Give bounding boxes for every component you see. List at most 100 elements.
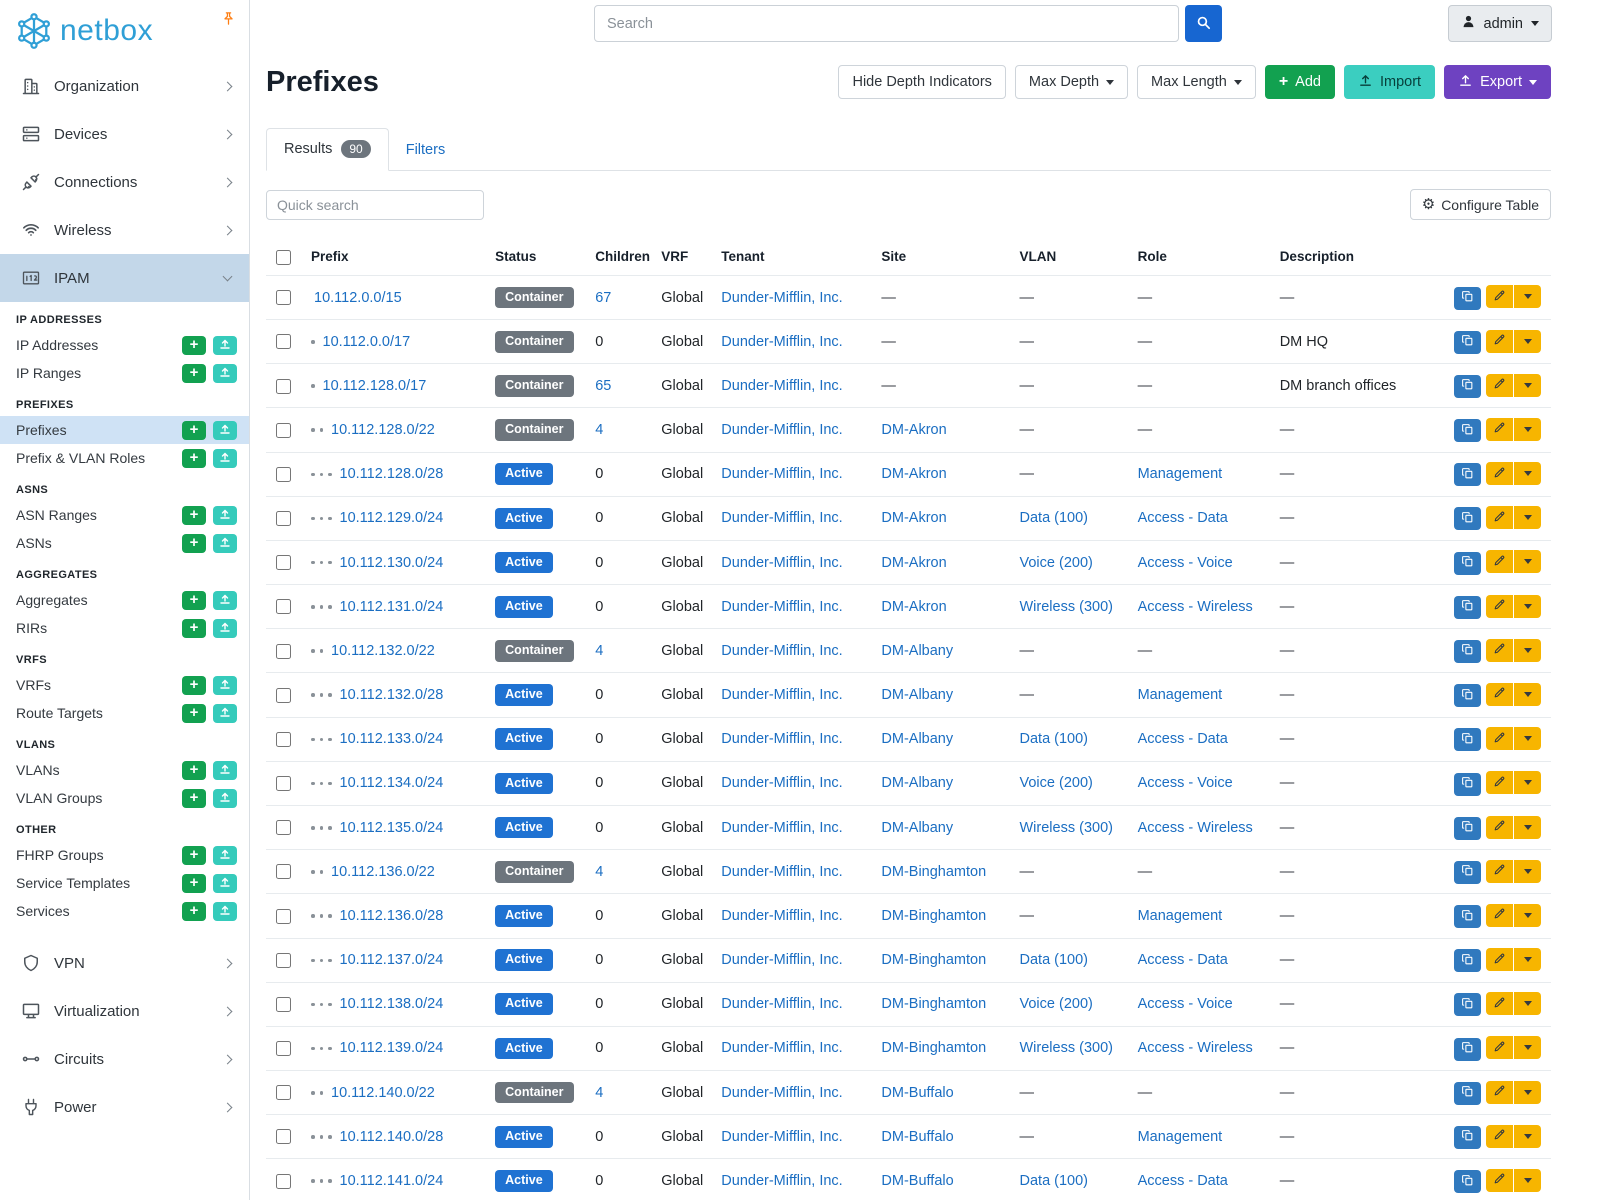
clone-button[interactable] [1454, 905, 1481, 929]
role-link[interactable]: Access - Wireless [1137, 1040, 1253, 1057]
edit-button[interactable] [1486, 462, 1513, 486]
site-link[interactable]: DM-Albany [881, 642, 954, 659]
row-dropdown-button[interactable] [1514, 727, 1541, 751]
quick-add-button[interactable]: + [182, 420, 206, 440]
row-dropdown-button[interactable] [1514, 815, 1541, 839]
row-dropdown-button[interactable] [1514, 771, 1541, 795]
prefix-link[interactable]: 10.112.141.0/24 [339, 1172, 444, 1189]
edit-button[interactable] [1486, 506, 1513, 530]
tenant-link[interactable]: Dunder-Mifflin, Inc. [721, 1040, 843, 1057]
role-link[interactable]: Access - Voice [1137, 996, 1233, 1013]
clone-button[interactable] [1454, 463, 1481, 487]
sidebar-item-rirs[interactable]: RIRs + [0, 614, 249, 642]
vlan-link[interactable]: Voice (200) [1019, 554, 1093, 571]
clone-button[interactable] [1454, 684, 1481, 708]
tenant-link[interactable]: Dunder-Mifflin, Inc. [721, 1172, 843, 1189]
row-checkbox[interactable] [276, 952, 291, 968]
edit-button[interactable] [1486, 285, 1513, 309]
edit-button[interactable] [1486, 329, 1513, 353]
quick-add-button[interactable]: + [182, 675, 206, 695]
prefix-link[interactable]: 10.112.129.0/24 [339, 510, 444, 527]
site-link[interactable]: DM-Binghamton [881, 907, 987, 924]
row-checkbox[interactable] [276, 864, 291, 880]
row-checkbox[interactable] [276, 1173, 291, 1189]
sidebar-item-services[interactable]: Services + [0, 897, 249, 925]
edit-button[interactable] [1486, 1168, 1513, 1192]
user-menu-button[interactable]: admin [1447, 5, 1552, 42]
quick-import-button[interactable] [213, 788, 237, 808]
tenant-link[interactable]: Dunder-Mifflin, Inc. [721, 598, 843, 615]
quick-add-button[interactable]: + [182, 363, 206, 383]
tenant-link[interactable]: Dunder-Mifflin, Inc. [721, 510, 843, 527]
clone-button[interactable] [1454, 949, 1481, 973]
sidebar-item-fhrp-groups[interactable]: FHRP Groups + [0, 841, 249, 869]
vlan-link[interactable]: Data (100) [1019, 1172, 1089, 1189]
children-link[interactable]: 4 [595, 1084, 604, 1101]
quick-import-button[interactable] [213, 505, 237, 525]
pin-sidebar-button[interactable] [220, 10, 237, 27]
tenant-link[interactable]: Dunder-Mifflin, Inc. [721, 687, 843, 704]
edit-button[interactable] [1486, 594, 1513, 618]
row-dropdown-button[interactable] [1514, 1036, 1541, 1060]
children-link[interactable]: 4 [595, 642, 604, 659]
row-checkbox[interactable] [276, 466, 291, 482]
row-dropdown-button[interactable] [1514, 948, 1541, 972]
edit-button[interactable] [1486, 815, 1513, 839]
column-header-site[interactable]: Site [881, 249, 907, 265]
max-length-dropdown[interactable]: Max Length [1137, 65, 1256, 99]
vlan-link[interactable]: Data (100) [1019, 952, 1089, 969]
quick-import-button[interactable] [213, 760, 237, 780]
edit-button[interactable] [1486, 373, 1513, 397]
column-header-children[interactable]: Children [595, 249, 650, 265]
row-dropdown-button[interactable] [1514, 550, 1541, 574]
sidebar-item-asns[interactable]: ASNs + [0, 529, 249, 557]
quick-add-button[interactable]: + [182, 788, 206, 808]
column-header-vrf[interactable]: VRF [661, 249, 689, 265]
row-checkbox[interactable] [276, 599, 291, 615]
quick-import-button[interactable] [213, 533, 237, 553]
prefix-link[interactable]: 10.112.137.0/24 [339, 952, 444, 969]
quick-add-button[interactable]: + [182, 845, 206, 865]
site-link[interactable]: DM-Akron [881, 466, 947, 483]
quick-add-button[interactable]: + [182, 703, 206, 723]
edit-button[interactable] [1486, 903, 1513, 927]
clone-button[interactable] [1454, 639, 1481, 663]
role-link[interactable]: Access - Data [1137, 731, 1228, 748]
row-checkbox[interactable] [276, 731, 291, 747]
clone-button[interactable] [1454, 551, 1481, 575]
prefix-link[interactable]: 10.112.138.0/24 [339, 996, 444, 1013]
prefix-link[interactable]: 10.112.132.0/22 [331, 642, 435, 659]
edit-button[interactable] [1486, 550, 1513, 574]
edit-button[interactable] [1486, 417, 1513, 441]
row-dropdown-button[interactable] [1514, 373, 1541, 397]
prefix-link[interactable]: 10.112.140.0/28 [339, 1128, 444, 1145]
row-dropdown-button[interactable] [1514, 506, 1541, 530]
prefix-link[interactable]: 10.112.131.0/24 [339, 598, 444, 615]
prefix-link[interactable]: 10.112.140.0/22 [331, 1084, 435, 1101]
site-link[interactable]: DM-Binghamton [881, 1040, 987, 1057]
select-all-checkbox[interactable] [276, 249, 291, 265]
row-checkbox[interactable] [276, 290, 291, 306]
quick-import-button[interactable] [213, 675, 237, 695]
row-dropdown-button[interactable] [1514, 1124, 1541, 1148]
row-checkbox[interactable] [276, 643, 291, 659]
tenant-link[interactable]: Dunder-Mifflin, Inc. [721, 466, 843, 483]
row-checkbox[interactable] [276, 687, 291, 703]
prefix-link[interactable]: 10.112.139.0/24 [339, 1040, 444, 1057]
prefix-link[interactable]: 10.112.0.0/17 [322, 333, 411, 350]
row-checkbox[interactable] [276, 820, 291, 836]
column-header-tenant[interactable]: Tenant [721, 249, 765, 265]
row-dropdown-button[interactable] [1514, 329, 1541, 353]
row-checkbox[interactable] [276, 1085, 291, 1101]
clone-button[interactable] [1454, 816, 1481, 840]
row-dropdown-button[interactable] [1514, 1080, 1541, 1104]
sidebar-item-circuits[interactable]: Circuits [0, 1035, 249, 1083]
role-link[interactable]: Access - Voice [1137, 775, 1233, 792]
tenant-link[interactable]: Dunder-Mifflin, Inc. [721, 819, 843, 836]
quick-add-button[interactable]: + [182, 533, 206, 553]
tenant-link[interactable]: Dunder-Mifflin, Inc. [721, 1128, 843, 1145]
row-dropdown-button[interactable] [1514, 1168, 1541, 1192]
prefix-link[interactable]: 10.112.128.0/28 [339, 466, 444, 483]
sidebar-item-connections[interactable]: Connections [0, 158, 249, 206]
quick-import-button[interactable] [213, 873, 237, 893]
